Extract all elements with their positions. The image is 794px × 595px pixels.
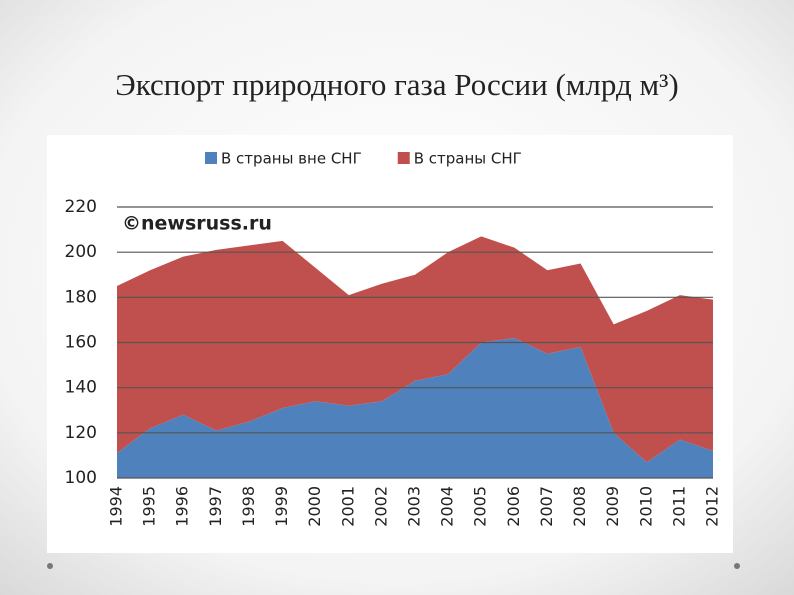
decor-dot <box>47 563 53 569</box>
y-tick-label: 200 <box>65 242 97 262</box>
legend-swatch <box>205 152 217 164</box>
x-tick-label: 2004 <box>438 486 457 527</box>
x-tick-label: 2007 <box>537 486 556 527</box>
legend-label: В страны вне СНГ <box>221 150 362 168</box>
x-tick-label: 2006 <box>504 486 523 527</box>
watermark: ©newsruss.ru <box>122 213 272 235</box>
area <box>117 236 713 463</box>
x-tick-label: 2010 <box>636 486 655 527</box>
x-tick-label: 2005 <box>471 486 490 527</box>
y-tick-label: 180 <box>65 287 97 307</box>
y-tick-label: 120 <box>65 423 97 443</box>
x-tick-label: 1998 <box>239 486 258 527</box>
area <box>117 337 713 478</box>
x-tick-label: 2002 <box>371 486 390 527</box>
x-tick-label: 2009 <box>603 486 622 527</box>
y-tick-label: 100 <box>65 468 97 488</box>
x-tick-label: 1994 <box>107 486 126 527</box>
x-tick-label: 2008 <box>570 486 589 527</box>
x-tick-label: 1995 <box>140 486 159 527</box>
x-tick-label: 1996 <box>173 486 192 527</box>
decor-dot <box>734 563 740 569</box>
legend-swatch <box>397 152 410 164</box>
y-tick-label: 140 <box>65 378 97 398</box>
x-tick-label: 2003 <box>405 486 424 527</box>
slide-title: Экспорт природного газа России (млрд м³) <box>115 67 679 102</box>
x-tick-label: 2000 <box>305 486 324 527</box>
plot: 100 120 140 160 180 200 220 1994 1995 1996 1997 199… <box>65 150 722 527</box>
x-tick-label: 2001 <box>338 486 357 527</box>
x-tick-label: 1999 <box>272 486 291 527</box>
x-tick-label: 2012 <box>703 486 722 527</box>
legend-label: В страны СНГ <box>414 150 522 168</box>
x-tick-label: 2011 <box>669 486 688 527</box>
x-tick-label: 1997 <box>206 486 225 527</box>
y-tick-label: 220 <box>65 197 97 217</box>
y-tick-label: 160 <box>65 333 97 353</box>
